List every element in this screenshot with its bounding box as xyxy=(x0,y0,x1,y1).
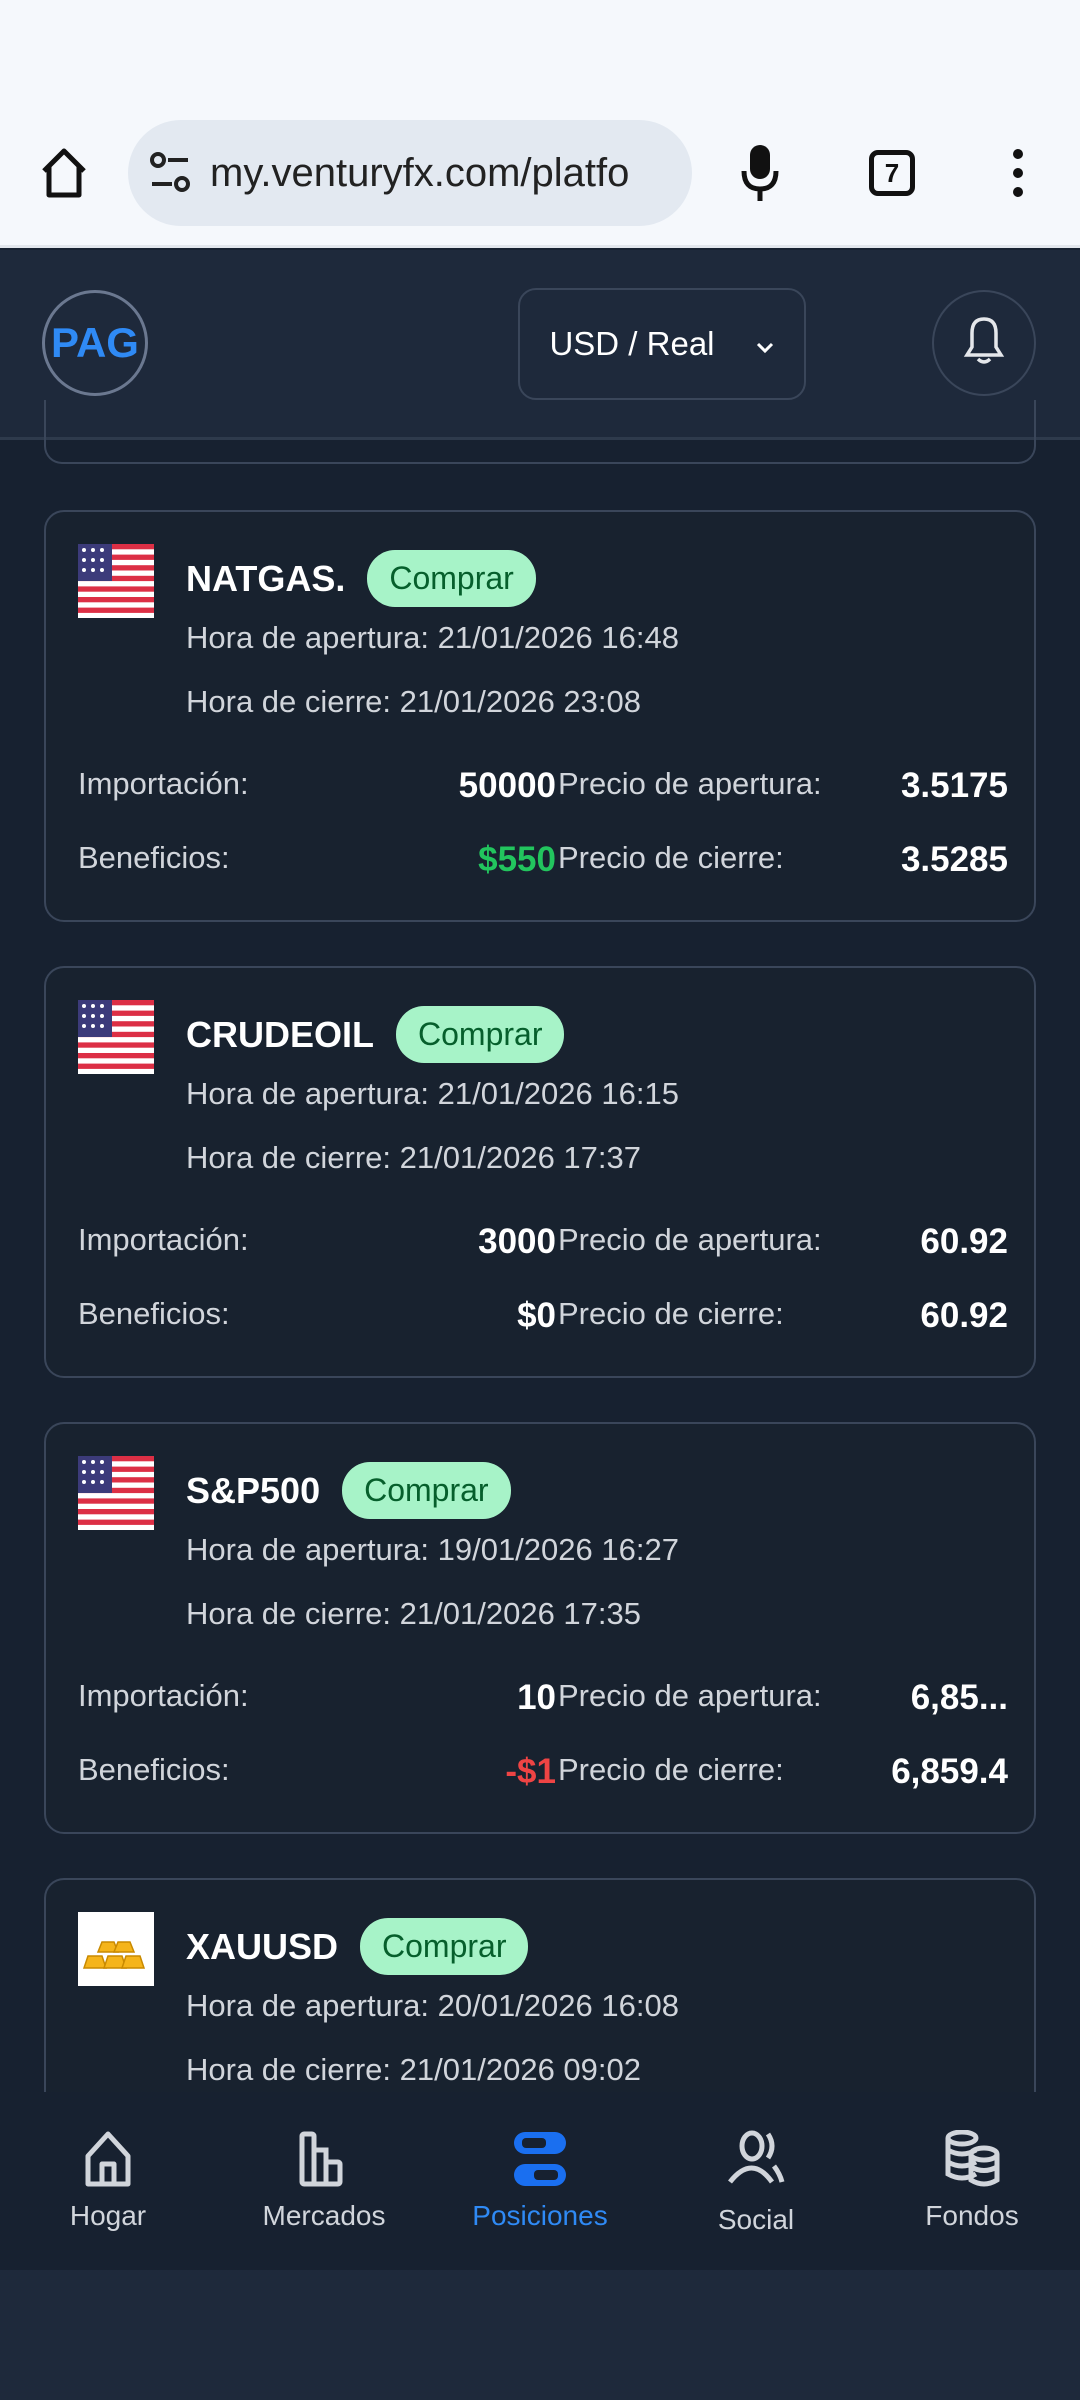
side-badge: Comprar xyxy=(342,1462,511,1519)
nav-fondos[interactable]: Fondos xyxy=(864,2092,1080,2270)
close-price-value: 60.92 xyxy=(920,1296,1008,1335)
close-time: Hora de cierre: 21/01/2026 09:02 xyxy=(186,2052,641,2087)
open-time: Hora de apertura: 21/01/2026 16:15 xyxy=(186,1076,679,1111)
close-price-value: 3.5285 xyxy=(900,840,1008,879)
amount-row: Importación: 10 Precio de apertura: 6,85... xyxy=(78,1678,1008,1717)
nav-label: Fondos xyxy=(925,2200,1019,2231)
close-price-value: 6,859.4 xyxy=(891,1752,1008,1791)
notifications-button[interactable] xyxy=(932,290,1036,396)
app-header: PAG USD / Real xyxy=(0,250,1080,440)
position-card[interactable]: S&P500 Comprar Hora de apertura: 19/01/202… xyxy=(44,1422,1036,1834)
close-time: Hora de cierre: 21/01/2026 17:35 xyxy=(186,1596,641,1631)
open-price-value: 3.5175 xyxy=(900,766,1008,805)
nav-posiciones[interactable]: Posiciones xyxy=(432,2092,648,2270)
site-settings-icon[interactable] xyxy=(148,150,194,201)
nav-social[interactable]: Social xyxy=(648,2092,864,2270)
close-time: Hora de cierre: 21/01/2026 23:08 xyxy=(186,684,641,719)
side-badge: Comprar xyxy=(396,1006,565,1063)
profit-value: -$1 xyxy=(505,1752,556,1791)
position-card[interactable]: CRUDEOIL Comprar Hora de apertura: 21/01/2… xyxy=(44,966,1036,1378)
profit-row: Beneficios: $0 Precio de cierre: 60.92 xyxy=(78,1296,1008,1335)
nav-label: Social xyxy=(717,2204,795,2235)
profit-value: $550 xyxy=(478,840,556,879)
nav-label: Posiciones xyxy=(472,2200,608,2231)
symbol: XAUUSD xyxy=(186,1925,339,1967)
address-bar[interactable]: my.venturyfx.com/platfo xyxy=(128,120,692,226)
bar-chart-icon xyxy=(299,2131,343,2187)
position-card[interactable]: NATGAS. Comprar Hora de apertura: 21/01/20… xyxy=(44,510,1036,922)
side-badge: Comprar xyxy=(360,1918,529,1975)
bottom-nav: Hogar Mercados Posiciones Social Fondos xyxy=(0,2092,1080,2270)
amount-value: 10 xyxy=(517,1678,556,1717)
amount-row: Importación: 3000 Precio de apertura: 60.92 xyxy=(78,1222,1008,1261)
nav-mercados[interactable]: Mercados xyxy=(216,2092,432,2270)
nav-label: Hogar xyxy=(69,2200,147,2231)
profit-value: $0 xyxy=(517,1296,556,1335)
close-time: Hora de cierre: 21/01/2026 17:37 xyxy=(186,1140,641,1175)
open-price-value: 60.92 xyxy=(920,1222,1008,1261)
microphone-icon[interactable] xyxy=(730,140,790,206)
bottom-spacer xyxy=(0,2270,1080,2400)
account-selector[interactable]: USD / Real xyxy=(518,288,806,400)
amount-row: Importación: 50000 Precio de apertura: 3.51… xyxy=(78,766,1008,805)
open-price-value: 6,85... xyxy=(910,1678,1008,1717)
open-time: Hora de apertura: 19/01/2026 16:27 xyxy=(186,1532,679,1567)
amount-value: 3000 xyxy=(478,1222,556,1261)
home-icon[interactable] xyxy=(34,140,94,206)
avatar[interactable]: PAG xyxy=(42,290,148,396)
us-flag-icon xyxy=(78,1000,154,1074)
users-icon xyxy=(728,2130,785,2184)
symbol: NATGAS. xyxy=(186,557,346,599)
symbol: CRUDEOIL xyxy=(186,1013,374,1055)
us-flag-icon xyxy=(78,1456,154,1530)
chevron-down-icon xyxy=(755,325,775,363)
symbol: S&P500 xyxy=(186,1469,321,1511)
side-badge: Comprar xyxy=(367,550,536,607)
us-flag-icon xyxy=(78,544,154,618)
home-icon xyxy=(85,2131,131,2187)
profit-row: Beneficios: -$1 Precio de cierre: 6,859.4 xyxy=(78,1752,1008,1791)
toggle-icon xyxy=(514,2132,566,2186)
more-menu-icon[interactable] xyxy=(1000,140,1036,206)
gold-bars-icon xyxy=(78,1912,154,1986)
profit-row: Beneficios: $550 Precio de cierre: 3.5285 xyxy=(78,840,1008,879)
amount-value: 50000 xyxy=(458,766,556,805)
nav-hogar[interactable]: Hogar xyxy=(0,2092,216,2270)
account-label: USD / Real xyxy=(549,325,715,362)
position-card-partial xyxy=(44,400,1036,464)
tab-count: 7 xyxy=(869,150,915,196)
tabs-button[interactable]: 7 xyxy=(866,140,918,206)
bell-icon xyxy=(962,315,1006,372)
browser-toolbar: my.venturyfx.com/platfo 7 xyxy=(0,0,1080,248)
open-time: Hora de apertura: 21/01/2026 16:48 xyxy=(186,620,679,655)
nav-label: Mercados xyxy=(262,2200,386,2231)
url-text[interactable]: my.venturyfx.com/platfo xyxy=(210,150,630,195)
position-card[interactable]: XAUUSD Comprar Hora de apertura: 20/01/202… xyxy=(44,1878,1036,2118)
coins-icon xyxy=(945,2130,1000,2187)
open-time: Hora de apertura: 20/01/2026 16:08 xyxy=(186,1988,679,2023)
